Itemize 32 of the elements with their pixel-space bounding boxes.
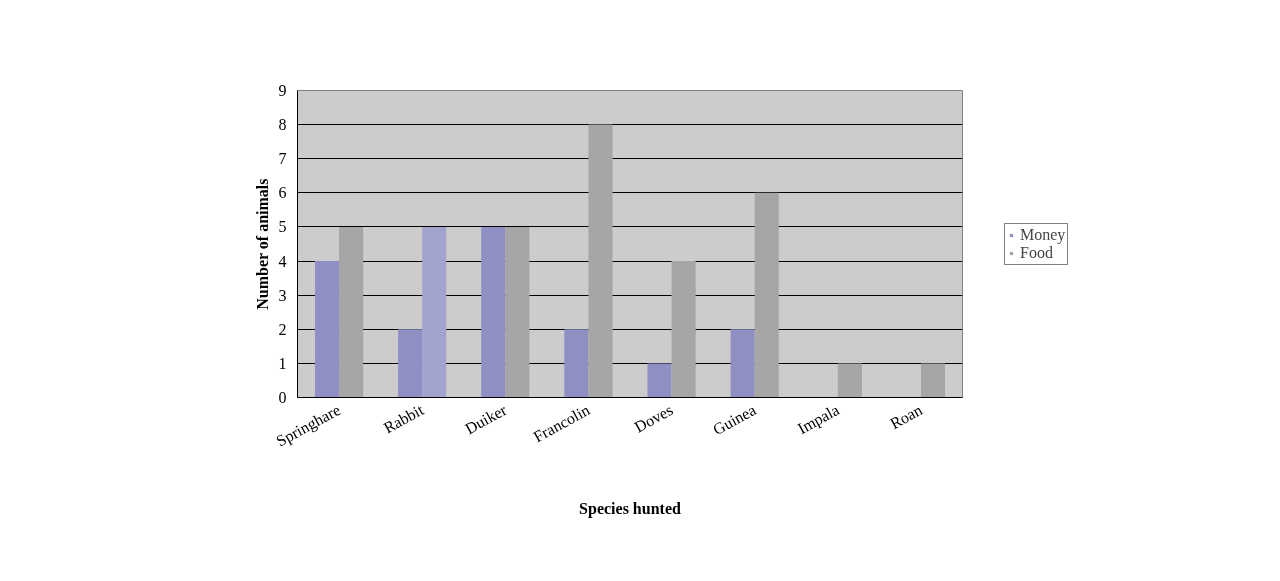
y-tick-label: 1	[278, 354, 287, 372]
bar	[398, 329, 423, 398]
bar	[564, 329, 589, 398]
x-tick-label: Impala	[794, 401, 843, 439]
bar	[422, 226, 447, 398]
y-tick-label: 9	[278, 82, 287, 99]
x-axis-title: Species hunted	[579, 500, 681, 519]
y-tick-label: 6	[278, 184, 287, 202]
bar	[671, 261, 696, 398]
x-tick-label: Roan	[887, 401, 926, 433]
bar	[730, 329, 755, 398]
legend-label: Money	[1020, 225, 1066, 244]
bar	[920, 363, 946, 398]
y-tick-label: 0	[278, 389, 287, 406]
bar	[588, 124, 613, 398]
bar	[314, 261, 340, 398]
y-tick-label: 3	[278, 286, 287, 304]
x-tick-label: Doves	[631, 401, 676, 436]
legend-label: Food	[1020, 243, 1053, 262]
y-tick-label: 2	[278, 320, 287, 338]
y-axis-title: Number of animals	[253, 178, 271, 310]
y-tick-label: 4	[278, 252, 287, 270]
bar	[754, 192, 779, 398]
bar	[505, 226, 530, 398]
y-tick-label: 8	[278, 116, 287, 134]
y-tick-label: 7	[278, 150, 287, 168]
bar	[647, 363, 672, 398]
bar	[339, 226, 364, 398]
bar	[481, 226, 506, 398]
y-tick-label: 5	[278, 218, 287, 236]
x-tick-label: Guinea	[710, 401, 759, 439]
bar	[837, 363, 862, 398]
